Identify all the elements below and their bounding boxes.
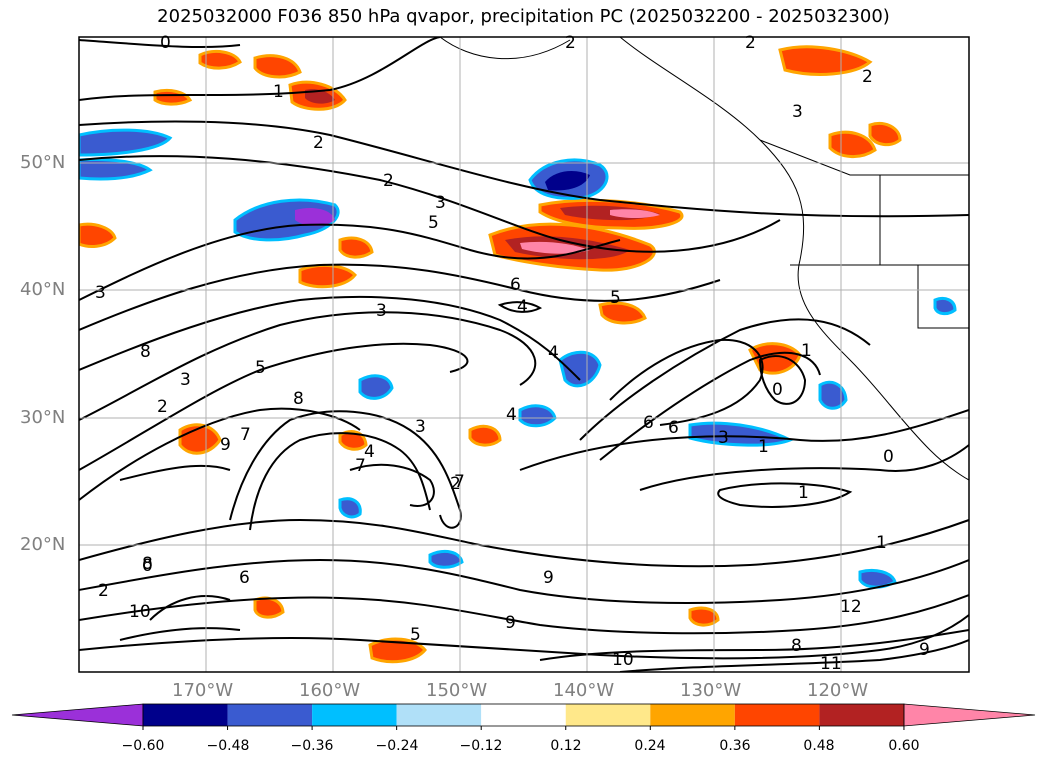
colorbar-extend-high <box>903 703 1036 727</box>
colorbar-frame <box>142 703 905 727</box>
contour-label: 4 <box>364 442 375 462</box>
contour-label: 4 <box>517 297 528 317</box>
contour-label: 1 <box>798 483 809 503</box>
contour-label: 9 <box>543 568 554 588</box>
colorbar-tick: −0.36 <box>290 738 334 754</box>
contour-label: 11 <box>820 654 842 674</box>
contour-label: 0 <box>772 380 783 400</box>
colorbar-tick: 0.48 <box>803 738 835 754</box>
contour-label: 2 <box>862 67 873 87</box>
contour-label: 3 <box>180 370 191 390</box>
contour-label: 6 <box>668 418 679 438</box>
contour-label: 2 <box>157 397 168 417</box>
map-title: 2025032000 F036 850 hPa qvapor, precipit… <box>157 6 890 27</box>
contour-label: 1 <box>273 82 284 102</box>
lon-label-150w: 150°W <box>426 680 488 701</box>
contour-label: 7 <box>240 425 251 445</box>
contour-label: 8 <box>293 389 304 409</box>
contour-label: 6 <box>239 568 250 588</box>
contour-label: 7 <box>454 472 465 492</box>
colorbar-segment <box>481 704 566 726</box>
lat-label-40: 40°N <box>20 279 66 300</box>
map-frame <box>78 36 970 673</box>
contour-label: 2 <box>98 581 109 601</box>
contour-label: 5 <box>428 213 439 233</box>
contour-label: 7 <box>355 456 366 476</box>
contour-label: 10 <box>612 650 634 670</box>
colorbar-tick: 0.12 <box>550 738 582 754</box>
contour-label: 3 <box>415 417 426 437</box>
lat-label-30: 30°N <box>20 407 66 428</box>
contour-label: 3 <box>435 193 446 213</box>
contour-label: 0 <box>160 33 171 53</box>
contour-label: 5 <box>255 358 266 378</box>
lon-label-160w: 160°W <box>299 680 361 701</box>
contour-label: 2 <box>383 171 394 191</box>
lon-label-120w: 120°W <box>807 680 869 701</box>
contour-label: 6 <box>510 275 521 295</box>
colorbar-segment <box>734 704 820 726</box>
contour-label: 8 <box>142 554 153 574</box>
contour-label: 2 <box>313 133 324 153</box>
contour-label: 3 <box>718 428 729 448</box>
colorbar-tick: 0.24 <box>634 738 666 754</box>
contour-label: 0 <box>883 447 894 467</box>
precipitation-field <box>79 45 957 664</box>
contour-label: 2 <box>745 33 756 53</box>
contour-label: 6 <box>643 413 654 433</box>
lat-label-50: 50°N <box>20 152 66 173</box>
lon-label-140w: 140°W <box>553 680 615 701</box>
colorbar-extend-low <box>11 703 144 727</box>
contour-label: 12 <box>840 597 862 617</box>
contour-label: 1 <box>876 533 887 553</box>
contour-label: 9 <box>919 640 930 660</box>
contour-label: 10 <box>129 602 151 622</box>
contour-label: 9 <box>505 613 516 633</box>
colorbar-segment <box>227 704 313 726</box>
colorbar-segment <box>650 704 735 726</box>
colorbar-tick: 0.36 <box>719 738 751 754</box>
gridlines <box>79 37 969 672</box>
contour-label: 4 <box>548 343 559 363</box>
colorbar <box>11 703 1036 730</box>
lon-label-170w: 170°W <box>172 680 234 701</box>
contour-label: 4 <box>506 405 517 425</box>
contour-label: 3 <box>95 283 106 303</box>
colorbar-segment <box>565 704 651 726</box>
colorbar-tick: −0.48 <box>206 738 250 754</box>
contour-label: 9 <box>220 435 231 455</box>
colorbar-segment <box>143 704 228 726</box>
contour-label: 8 <box>140 342 151 362</box>
contour-label: 2 <box>450 474 461 494</box>
contour-label: 5 <box>610 288 621 308</box>
contour-label: 3 <box>792 102 803 122</box>
colorbar-segment <box>396 704 482 726</box>
colorbar-tick: 0.60 <box>888 738 920 754</box>
lat-label-20: 20°N <box>20 534 66 555</box>
contour-label: 0 <box>142 556 153 576</box>
colorbar-tick: −0.12 <box>459 738 503 754</box>
colorbar-tick: −0.60 <box>121 738 165 754</box>
colorbar-segment <box>819 704 904 726</box>
contour-label: 1 <box>758 437 769 457</box>
contour-label: 1 <box>801 341 812 361</box>
contour-label: 2 <box>565 33 576 53</box>
contour-label: 5 <box>410 625 421 645</box>
contour-label: 3 <box>376 301 387 321</box>
lon-label-130w: 130°W <box>680 680 742 701</box>
humidity-contours <box>79 37 969 672</box>
contour-label: 8 <box>791 636 802 656</box>
colorbar-tick: −0.24 <box>375 738 419 754</box>
colorbar-segment <box>312 704 397 726</box>
